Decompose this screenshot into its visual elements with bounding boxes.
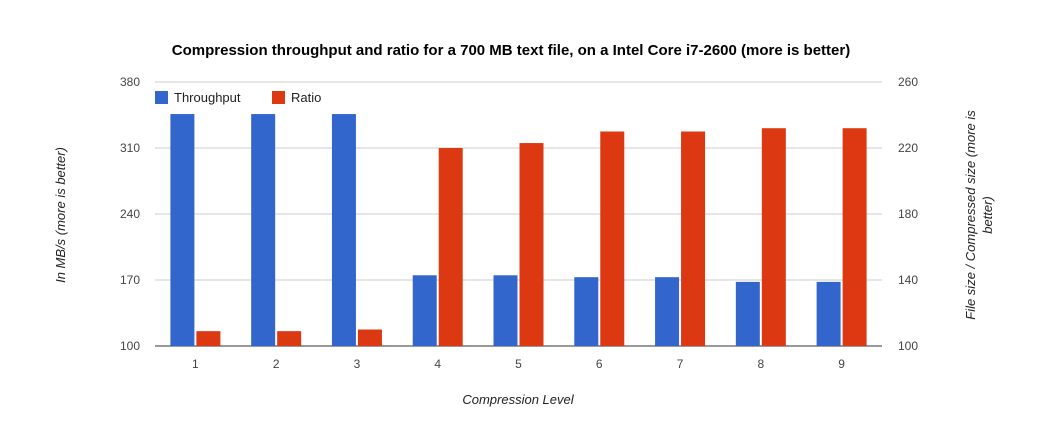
bar-throughput-level-4 [412,275,437,346]
bar-throughput-level-3 [331,114,356,346]
y-axis-left-title: In MB/s (more is better) [53,147,68,283]
x-tick-label: 6 [596,357,603,371]
y-axis-right-title: File size / Compressed size (more is bet… [963,110,995,320]
bar-ratio-level-9 [842,128,867,346]
y-left-tick-label: 310 [120,141,140,155]
bar-ratio-level-8 [761,128,786,346]
grid-lines [155,81,882,347]
bar-ratio-level-4 [438,148,463,346]
x-tick-label: 9 [838,357,845,371]
axes: 100 170 240 310 380 100 140 180 220 260 1 2 3 4 5 6 7 8 9 [120,75,918,371]
y-right-tick-label: 100 [898,339,918,353]
y-axis-right-title-line2: better) [980,196,995,234]
x-tick-label: 3 [354,357,361,371]
x-tick-label: 7 [677,357,684,371]
bar-throughput-level-2 [251,114,276,346]
x-tick-label: 8 [757,357,764,371]
bar-ratio-level-2 [277,331,302,346]
y-right-tick-label: 180 [898,207,918,221]
y-axis-right-title-line1: File size / Compressed size (more is [963,110,978,320]
y-left-tick-label: 240 [120,207,140,221]
bar-throughput-level-6 [574,277,599,346]
x-tick-label: 1 [192,357,199,371]
bar-throughput-level-7 [655,277,680,346]
x-tick-label: 4 [434,357,441,371]
bars [170,114,867,346]
bar-ratio-level-5 [519,143,544,346]
legend-swatch-ratio [272,91,285,104]
legend-label-throughput: Throughput [174,90,241,105]
bar-throughput-level-8 [735,281,760,346]
bar-ratio-level-6 [600,131,625,346]
bar-throughput-level-9 [816,281,841,346]
y-left-tick-label: 100 [120,339,140,353]
legend-swatch-throughput [155,91,168,104]
y-left-tick-label: 170 [120,273,140,287]
bar-throughput-level-1 [170,114,195,346]
x-tick-label: 5 [515,357,522,371]
chart-title: Compression throughput and ratio for a 7… [172,42,850,59]
legend-label-ratio: Ratio [291,90,321,105]
x-tick-label: 2 [273,357,280,371]
bar-ratio-level-1 [196,331,221,346]
bar-ratio-level-7 [681,131,706,346]
y-right-tick-label: 140 [898,273,918,287]
legend: Throughput Ratio [155,90,321,105]
x-axis-title: Compression Level [462,392,574,407]
y-right-tick-label: 260 [898,75,918,89]
bar-throughput-level-5 [493,275,518,346]
bar-ratio-level-3 [357,329,382,346]
y-left-tick-label: 380 [120,75,140,89]
y-right-tick-label: 220 [898,141,918,155]
